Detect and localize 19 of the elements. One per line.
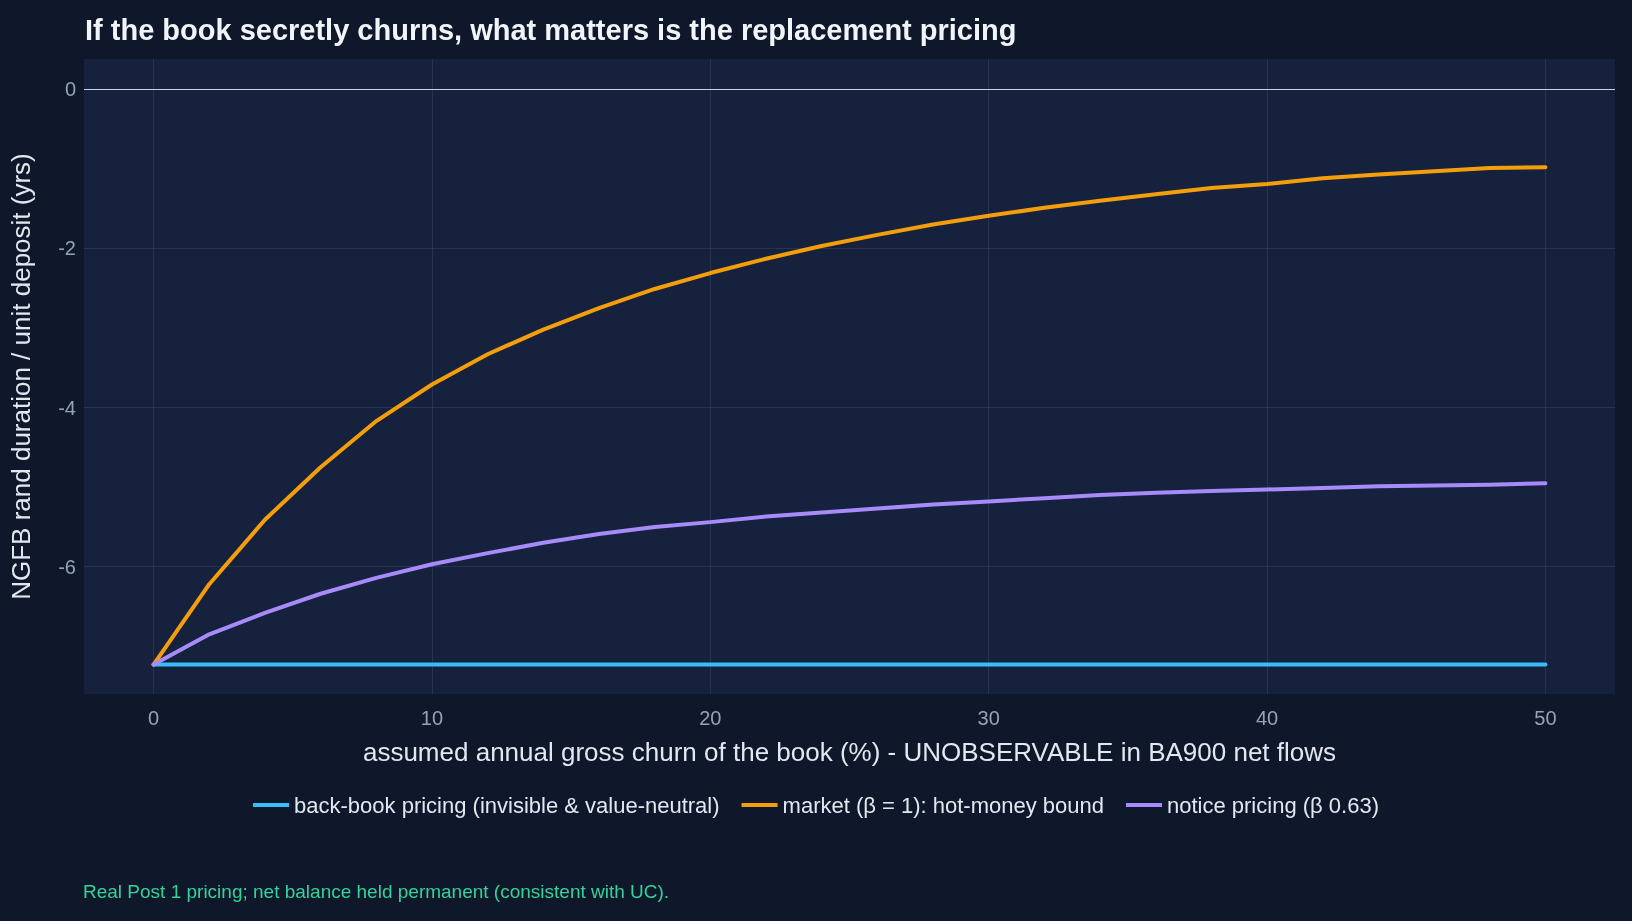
y-tick-label: -6 [58,555,76,578]
y-tick-label: 0 [64,78,76,101]
line-series [151,165,1548,667]
legend-label: notice pricing (β 0.63) [1166,792,1379,818]
x-tick-label: 20 [699,707,722,729]
chart-title: If the book secretly churns, what matters is the replacement pricing [85,13,1017,46]
x-tick-label: 30 [977,707,1000,729]
y-tick-label: -2 [58,237,76,260]
y-tick-label: -4 [58,396,76,419]
x-tick-label: 10 [420,707,444,729]
x-tick-label: 50 [1534,707,1557,729]
x-tick-label: 0 [148,707,160,729]
legend-label: back-book pricing (invisible & value-neutral) [294,792,720,818]
y-axis-title: NGFB rand duration / unit deposit (yrs) [6,153,36,600]
text: Real Post 1 pricing; net balance held permanent (consistent with UC). [83,881,670,902]
line-series [151,481,1548,667]
x-axis-title: assumed annual gross churn of the book (%) - UNOBSERVABLE in BA900 net flows [362,737,1337,767]
legend-label: market (β = 1): hot-money bound [782,792,1104,818]
x-tick-label: 40 [1255,707,1279,729]
